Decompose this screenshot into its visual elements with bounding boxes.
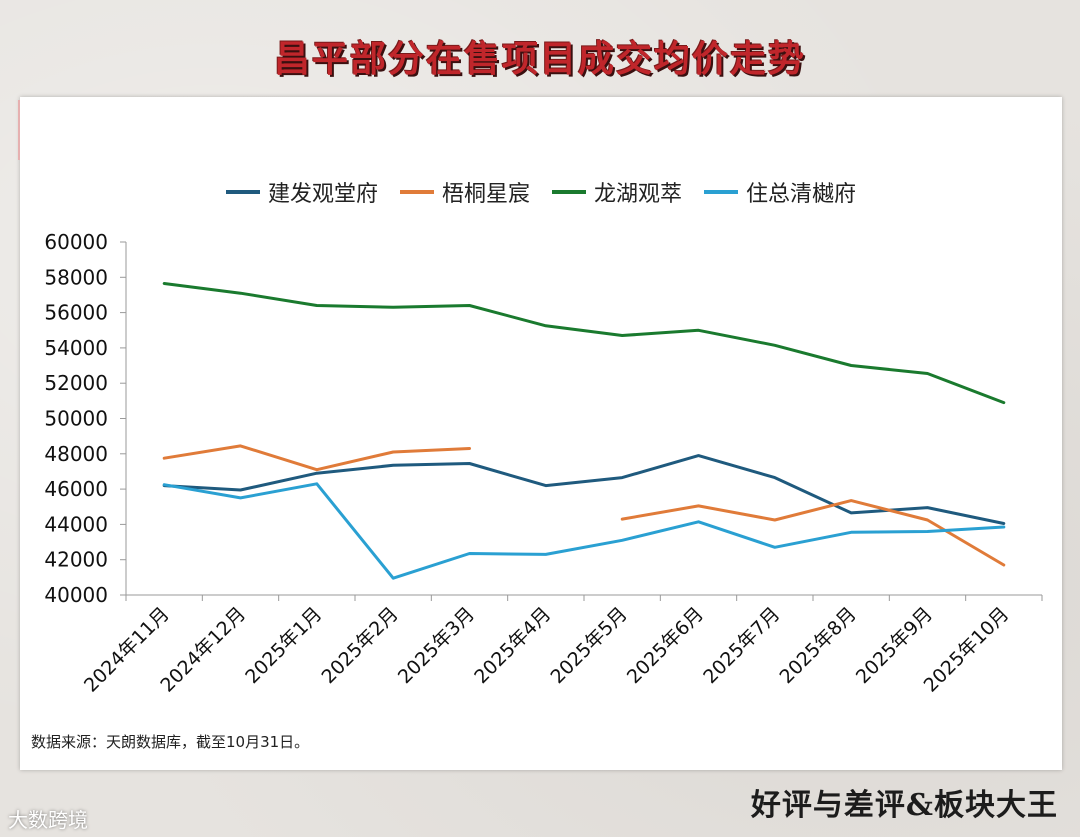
- y-tick-label: 46000: [44, 477, 108, 501]
- series-line: [162, 444, 471, 472]
- legend-swatch: [552, 190, 587, 194]
- series-line: [162, 482, 1006, 580]
- legend-item: 梧桐星宸: [400, 176, 530, 208]
- x-tick-label: 2025年4月: [470, 603, 555, 688]
- footer-brand: 好评与差评&板块大王: [750, 788, 1058, 823]
- x-tick-label: 2025年1月: [241, 603, 326, 688]
- legend-label: 住总清樾府: [746, 182, 857, 207]
- legend-label: 梧桐星宸: [442, 182, 531, 207]
- y-tick-label: 50000: [44, 407, 108, 431]
- source-note: 数据来源：天朗数据库，截至10月31日。: [31, 733, 310, 751]
- legend-swatch: [226, 190, 260, 194]
- y-tick-label: 40000: [44, 583, 108, 607]
- series-line: [162, 454, 1006, 525]
- legend-swatch: [704, 190, 739, 194]
- legend-item: 建发观堂府: [226, 176, 378, 208]
- y-tick-label: 58000: [44, 265, 108, 289]
- y-tick-label: 54000: [44, 336, 108, 360]
- y-tick-label: 42000: [44, 548, 108, 572]
- y-tick-label: 60000: [44, 230, 108, 254]
- chart-legend: 建发观堂府 梧桐星宸 龙湖观萃 住总清樾府: [226, 176, 856, 208]
- y-tick-label: 56000: [44, 301, 108, 325]
- chart-card: [20, 97, 1062, 770]
- x-tick-label: 2025年3月: [394, 603, 479, 688]
- x-tick-label: 2025年8月: [776, 603, 861, 688]
- decorative-divider: [18, 100, 20, 160]
- y-tick-label: 48000: [44, 442, 108, 466]
- x-tick-label: 2025年5月: [547, 603, 632, 688]
- y-tick-label: 44000: [44, 512, 108, 536]
- x-tick-label: 2025年2月: [318, 603, 403, 688]
- legend-swatch: [400, 190, 435, 194]
- x-tick-label: 2025年7月: [699, 603, 784, 688]
- legend-item: 住总清樾府: [704, 176, 856, 208]
- y-tick-label: 52000: [44, 371, 108, 395]
- page-title: 昌平部分在售项目成交均价走势: [273, 39, 806, 80]
- series-line: [620, 499, 1006, 567]
- legend-label: 龙湖观萃: [594, 182, 683, 207]
- legend-label: 建发观堂府: [268, 182, 379, 207]
- legend-item: 龙湖观萃: [552, 176, 682, 208]
- x-tick-label: 2025年6月: [623, 603, 708, 688]
- series-line: [162, 282, 1006, 405]
- footer-badge: 大数跨境: [8, 808, 88, 832]
